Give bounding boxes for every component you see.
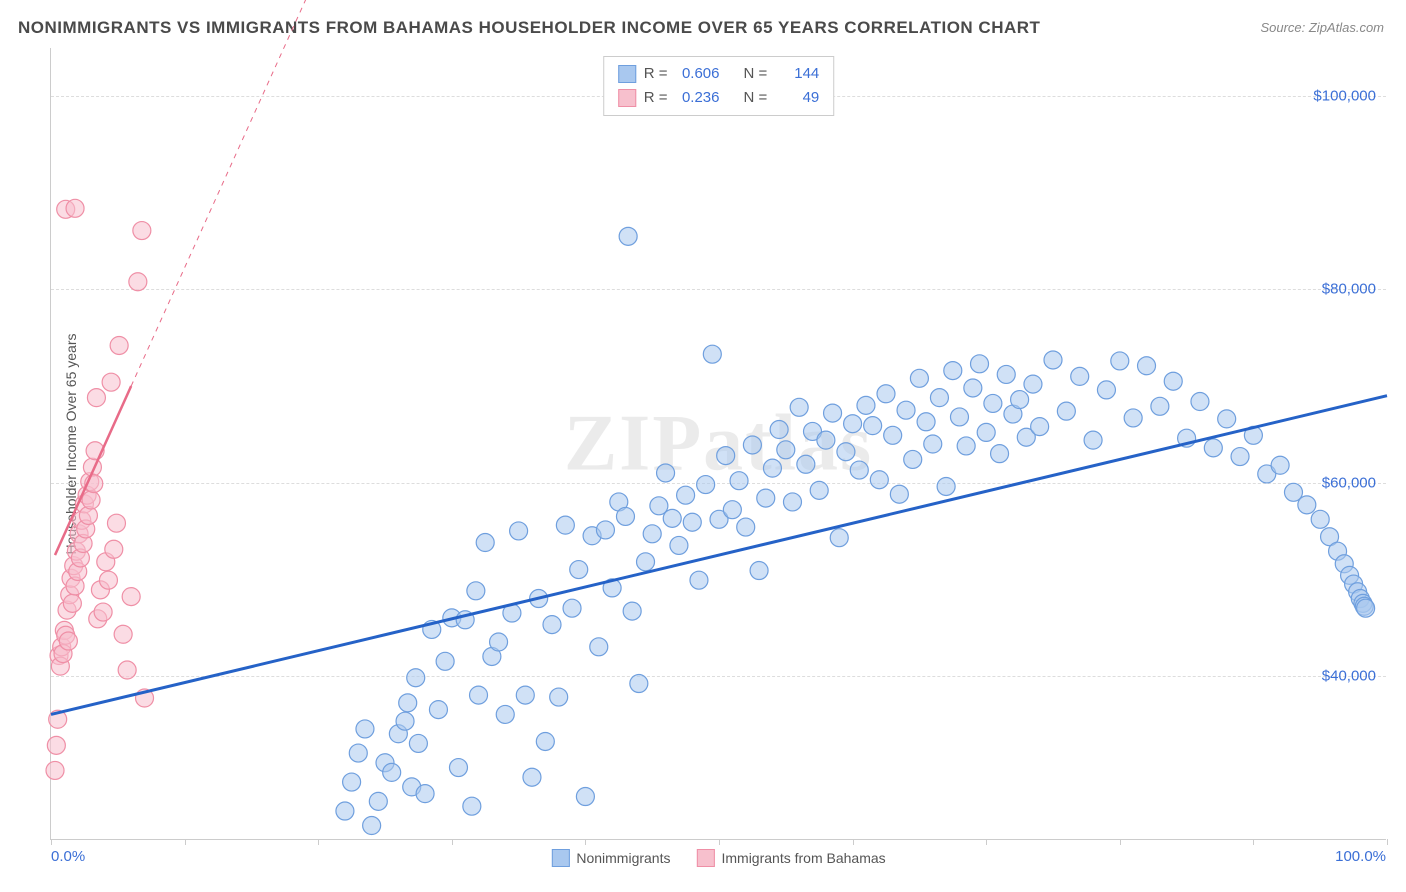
x-tick [585, 839, 586, 845]
plot-area: Householder Income Over 65 years $40,000… [50, 48, 1386, 840]
x-tick [1387, 839, 1388, 845]
stats-n-label: N = [744, 62, 768, 86]
legend-label-pink: Immigrants from Bahamas [721, 850, 885, 866]
legend-label-blue: Nonimmigrants [576, 850, 670, 866]
stats-r-label: R = [644, 62, 668, 86]
x-axis-max-label: 100.0% [1335, 848, 1386, 865]
source-label: Source: ZipAtlas.com [1260, 20, 1384, 35]
stats-r-pink: 0.236 [676, 86, 720, 110]
stats-n-label: N = [744, 86, 768, 110]
x-tick [185, 839, 186, 845]
legend-item-nonimmigrants: Nonimmigrants [551, 849, 670, 867]
chart-title: NONIMMIGRANTS VS IMMIGRANTS FROM BAHAMAS… [18, 18, 1040, 38]
x-tick [986, 839, 987, 845]
stats-n-pink: 49 [775, 86, 819, 110]
x-tick [452, 839, 453, 845]
swatch-blue-icon [618, 65, 636, 83]
x-axis-min-label: 0.0% [51, 848, 85, 865]
legend-bottom: Nonimmigrants Immigrants from Bahamas [551, 849, 885, 867]
stats-row-pink: R = 0.236 N = 49 [618, 86, 820, 110]
chart-svg [51, 48, 1386, 839]
stats-box: R = 0.606 N = 144 R = 0.236 N = 49 [603, 56, 835, 116]
swatch-pink [696, 849, 714, 867]
x-tick [318, 839, 319, 845]
x-tick [51, 839, 52, 845]
x-tick [1253, 839, 1254, 845]
x-tick [719, 839, 720, 845]
stats-n-blue: 144 [775, 62, 819, 86]
x-tick [853, 839, 854, 845]
swatch-pink-icon [618, 89, 636, 107]
stats-r-label: R = [644, 86, 668, 110]
stats-r-blue: 0.606 [676, 62, 720, 86]
stats-row-blue: R = 0.606 N = 144 [618, 62, 820, 86]
swatch-blue [551, 849, 569, 867]
legend-item-immigrants: Immigrants from Bahamas [696, 849, 885, 867]
x-tick [1120, 839, 1121, 845]
